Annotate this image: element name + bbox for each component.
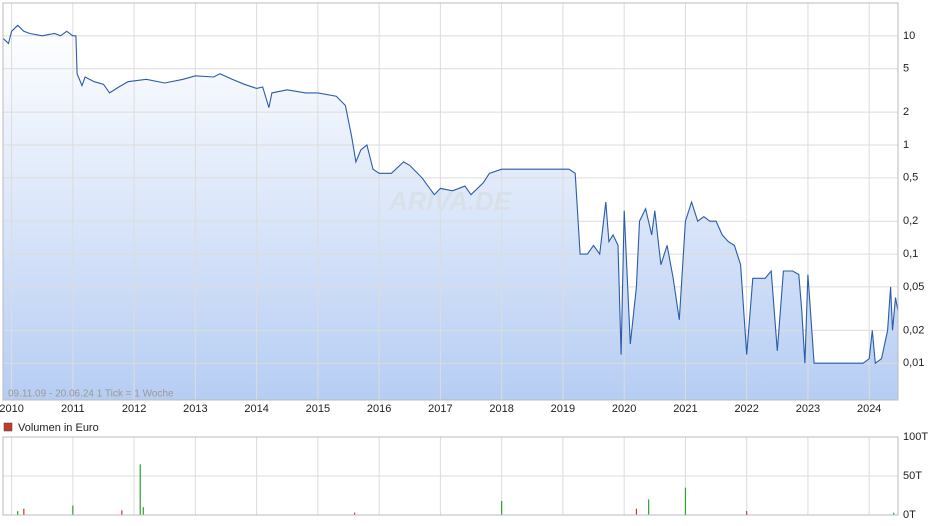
legend-label: Volumen in Euro — [18, 422, 99, 434]
x-tick-label: 2014 — [244, 403, 268, 415]
panel-frame — [2, 436, 899, 516]
y-tick-label: 0,05 — [903, 281, 924, 293]
x-tick-label: 2016 — [367, 403, 391, 415]
volume-bar — [142, 507, 144, 515]
volume-bar — [648, 499, 650, 515]
volume-bar — [684, 487, 687, 515]
y-tick-label: 0,01 — [903, 357, 924, 369]
volume-bar — [635, 508, 638, 515]
y-tick-label: 100T — [903, 431, 928, 443]
price-line — [2, 24, 899, 365]
y-tick-label: 2 — [903, 106, 909, 118]
watermark: ARIVA.DE — [388, 186, 512, 216]
x-tick-label: 2022 — [734, 403, 758, 415]
y-tick-label: 5 — [903, 63, 909, 75]
x-tick-label: 2018 — [489, 403, 513, 415]
volume-bar — [354, 512, 356, 515]
volume-bar — [23, 508, 25, 515]
legend-swatch — [3, 422, 13, 432]
y-tick-label: 50T — [903, 470, 922, 482]
x-tick-label: 2015 — [306, 403, 330, 415]
x-tick-label: 2021 — [673, 403, 697, 415]
volume-bar — [501, 500, 503, 515]
range-note: 09.11.09 - 20.06.24 1 Tick = 1 Woche — [8, 389, 174, 400]
volume-bar — [893, 512, 895, 515]
y-tick-label: 0,1 — [903, 248, 918, 260]
y-tick-label: 1 — [903, 139, 909, 151]
volume-bar — [72, 505, 74, 515]
volume-bar — [746, 511, 748, 515]
price-area — [3, 25, 898, 401]
x-tick-label: 2012 — [122, 403, 146, 415]
y-tick-label: 0T — [903, 509, 916, 521]
x-tick-label: 2013 — [183, 403, 207, 415]
volume-bar — [139, 464, 141, 515]
y-tick-label: 0,2 — [903, 215, 918, 227]
x-tick-label: 2011 — [61, 403, 85, 415]
x-tick-label: 2020 — [612, 403, 636, 415]
volume-bar — [17, 511, 19, 515]
panel-frame — [2, 2, 899, 401]
x-tick-label: 2019 — [551, 403, 575, 415]
x-tick-label: 2023 — [796, 403, 820, 415]
y-tick-label: 0,02 — [903, 324, 924, 336]
y-tick-label: 10 — [903, 30, 915, 42]
y-tick-label: 0,5 — [903, 172, 918, 184]
x-tick-label: 2017 — [428, 403, 452, 415]
volume-bar — [121, 510, 123, 515]
x-tick-label: 2024 — [857, 403, 881, 415]
x-tick-label: 2010 — [0, 403, 24, 415]
